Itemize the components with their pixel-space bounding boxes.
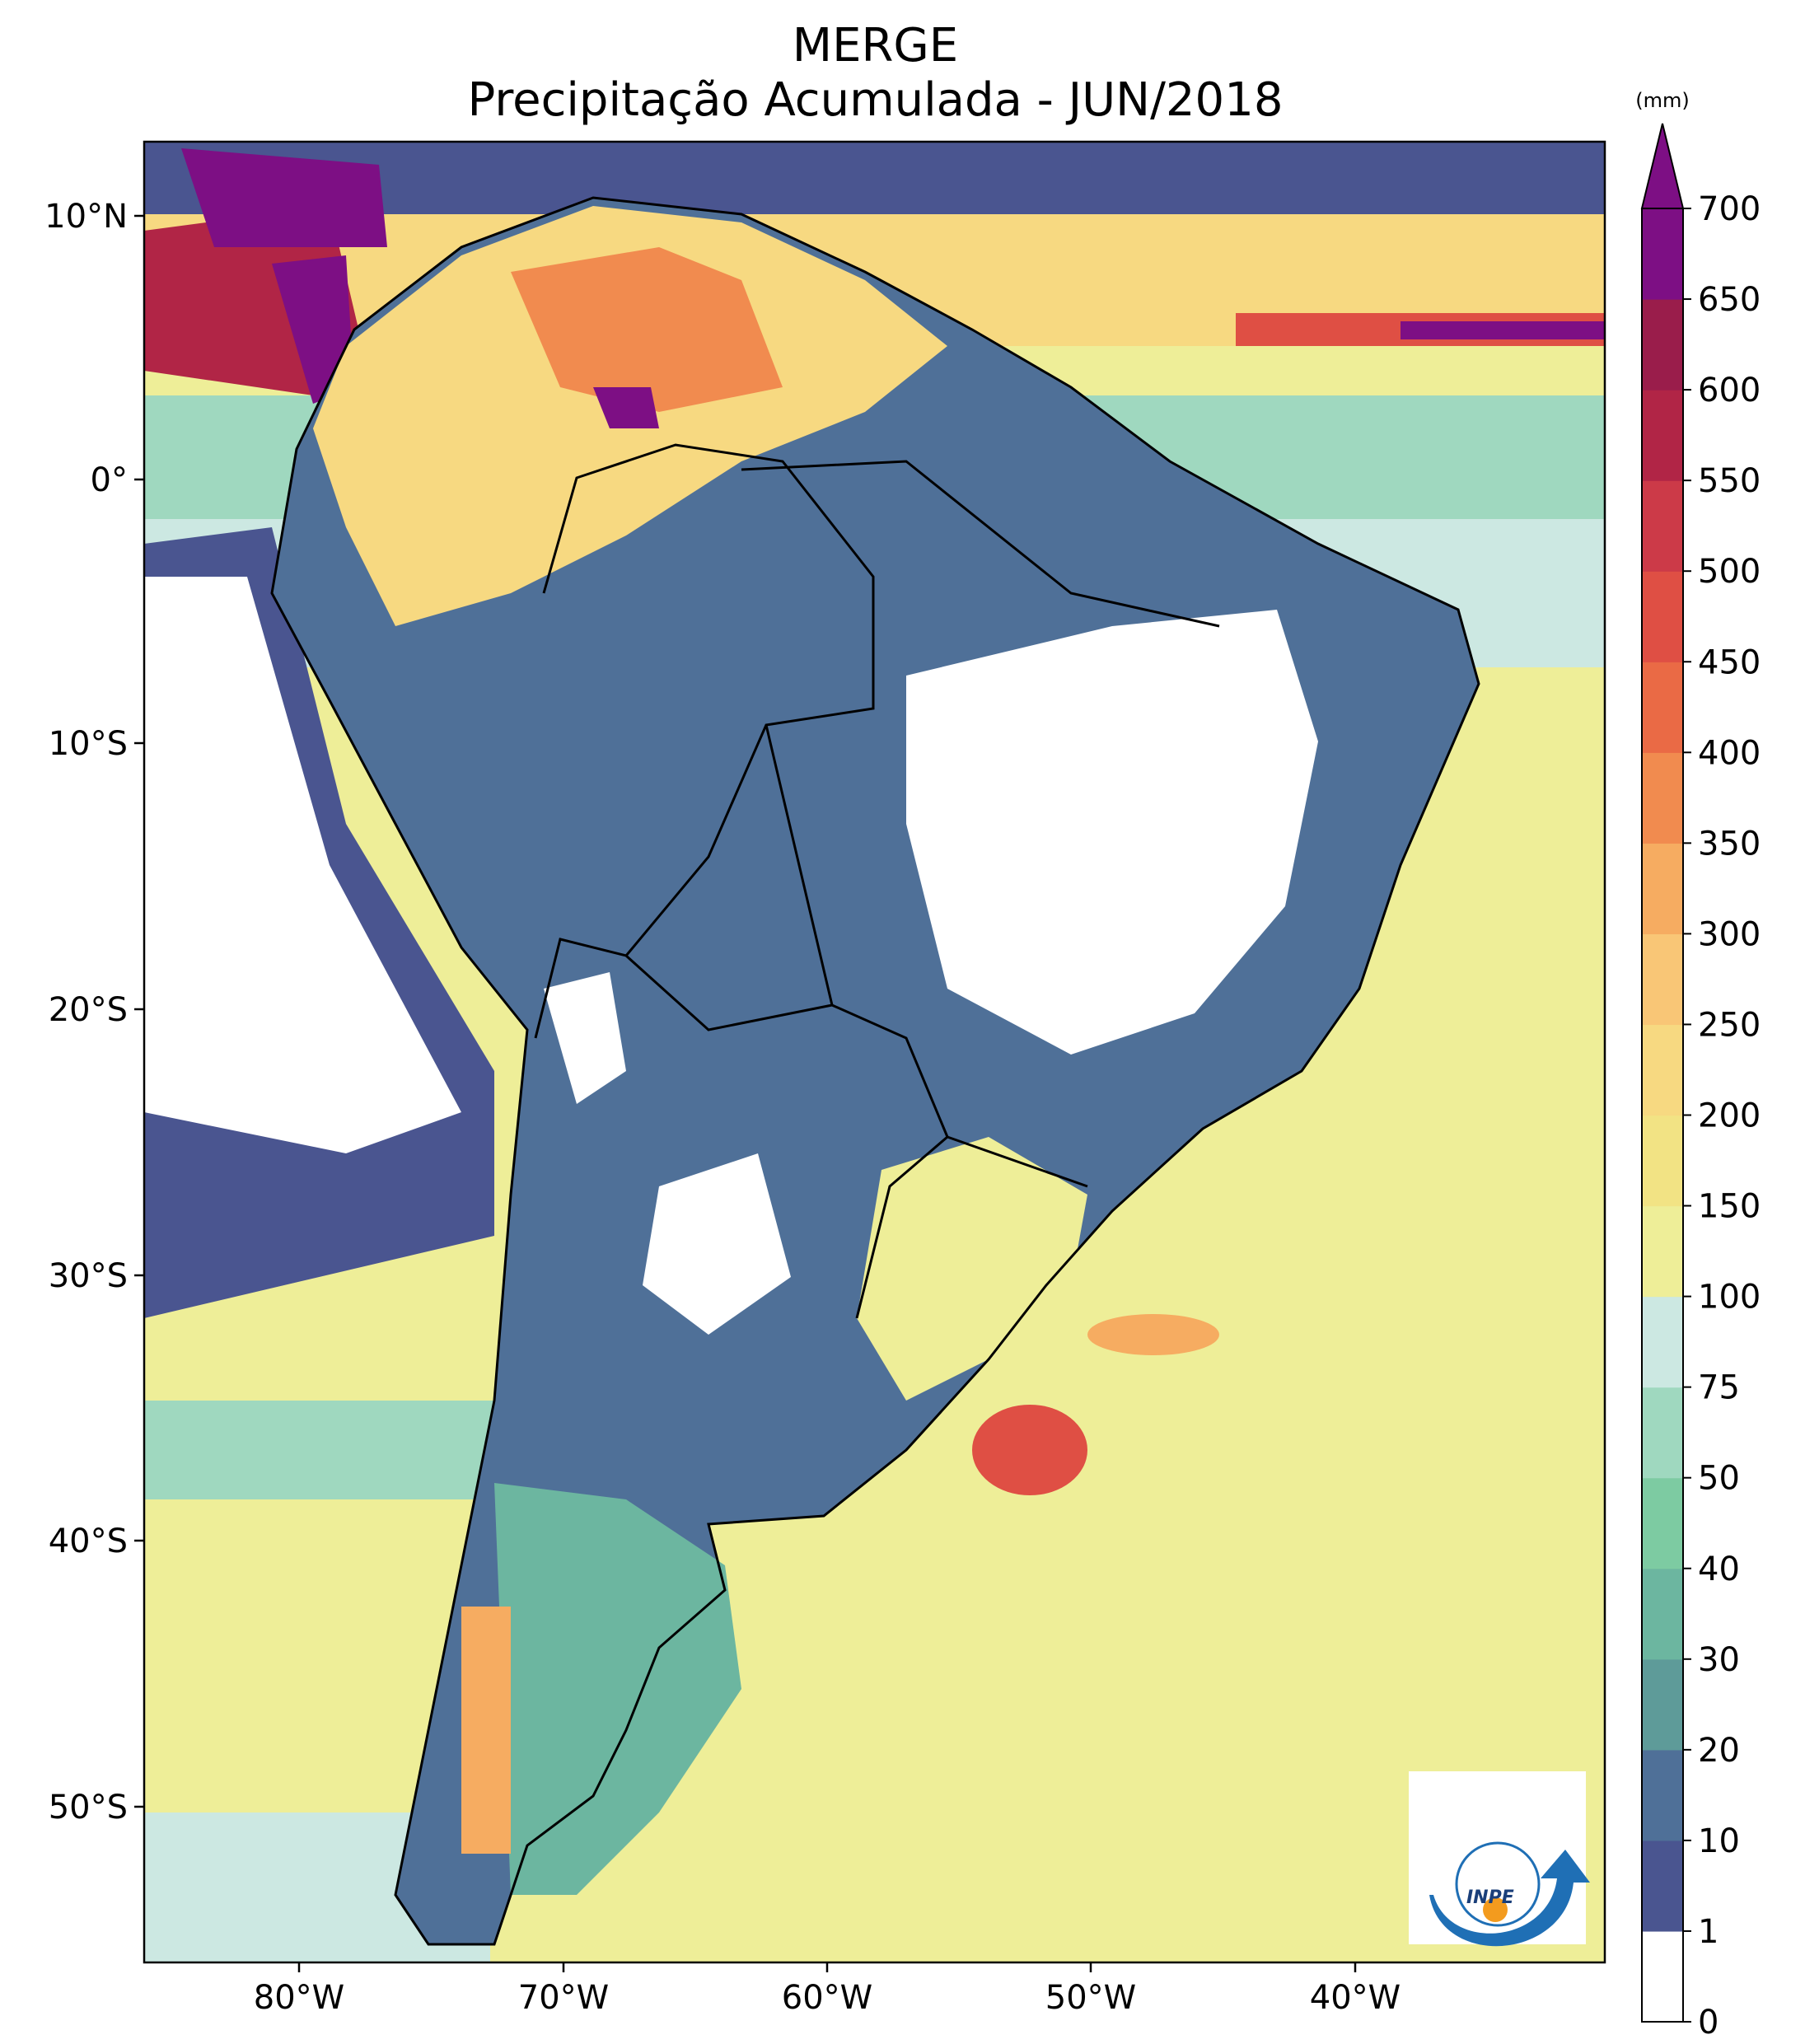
colorbar-tick-label: 40 (1698, 1551, 1740, 1588)
south-brazil-wet (857, 1137, 1087, 1401)
caribbean-peak (181, 148, 387, 247)
colorbar-tick-label: 30 (1698, 1641, 1740, 1679)
colorbar-swatch (1642, 1296, 1683, 1388)
colorbar-tick-label: 50 (1698, 1460, 1740, 1498)
logo-sun-icon (1483, 1897, 1508, 1922)
colorbar: 0 1 10 20 30 40 50 75 100 150 200 250 300 350 400 450 50… (1640, 123, 1761, 2042)
colorbar-tick-label: 10 (1698, 1822, 1740, 1860)
amazon-peak (593, 387, 659, 428)
colorbar-swatch (1642, 752, 1683, 844)
colorbar-tick-label: 450 (1698, 643, 1761, 681)
pacific-no-rain (144, 577, 461, 1153)
lat-tick-label: 10°S (49, 725, 128, 763)
colorbar-tick-label: 600 (1698, 372, 1761, 409)
lat-tick-label: 10°N (44, 198, 128, 236)
colorbar-swatch (1642, 390, 1683, 481)
guiana-max (511, 247, 783, 412)
colorbar-tick-label: 75 (1698, 1369, 1740, 1407)
colorbar-tick-label: 400 (1698, 734, 1761, 772)
inpe-logo: INPE (1429, 1841, 1590, 1947)
logo-arrow-icon (1429, 1850, 1590, 1947)
colorbar-swatch (1642, 1477, 1683, 1569)
colorbar-tick-label: 500 (1698, 553, 1761, 591)
lat-tick-label: 40°S (49, 1522, 128, 1560)
choco-peak (272, 255, 354, 404)
colorbar-swatch (1642, 843, 1683, 934)
lat-tick-label: 0° (91, 461, 128, 499)
latitude-ticks: 10°N 0° 10°S 20°S 30°S 40°S 50°S (44, 198, 144, 1827)
precipitation-map (144, 142, 1605, 1962)
colorbar-swatch (1642, 1568, 1683, 1660)
patagonia-moist (494, 1483, 741, 1895)
colorbar-swatch (1642, 1387, 1683, 1479)
chart-subtitle: Precipitação Acumulada - JUN/2018 (467, 73, 1284, 127)
colorbar-tick-label: 650 (1698, 281, 1761, 319)
lon-tick-label: 70°W (518, 1979, 609, 2017)
colorbar-swatch (1642, 1115, 1683, 1207)
logo-text: INPE (1466, 1887, 1514, 1908)
logo-orbit-icon (1455, 1841, 1541, 1927)
colorbar-swatch (1642, 1205, 1683, 1298)
continent-outline (270, 196, 1480, 1946)
atlantic-band-max (1087, 1314, 1219, 1355)
lat-tick-label: 20°S (49, 991, 128, 1029)
itcz-peak (1401, 321, 1605, 339)
lat-tick-label: 30°S (49, 1257, 128, 1295)
colorbar-tick-label: 100 (1698, 1279, 1761, 1317)
colorbar-swatch (1642, 662, 1683, 753)
lon-tick-label: 40°W (1310, 1979, 1401, 2017)
argentina-no-rain (643, 1153, 791, 1335)
chile-coast-wet (461, 1607, 511, 1854)
country-borders (534, 443, 1220, 1319)
colorbar-tick-label: 1 (1698, 1913, 1718, 1951)
colorbar-tick-label: 550 (1698, 462, 1761, 500)
colorbar-extend-arrow (1640, 123, 1685, 209)
colorbar-tick-label: 700 (1698, 190, 1761, 228)
colorbar-tick-label: 250 (1698, 1006, 1761, 1044)
colorbar-swatch (1642, 208, 1683, 300)
colorbar-tick-label: 200 (1698, 1097, 1761, 1135)
lon-tick-label: 50°W (1045, 1979, 1136, 2017)
chart-title: MERGE (792, 19, 959, 72)
colorbar-swatch (1642, 1658, 1683, 1751)
lon-tick-label: 60°W (782, 1979, 872, 2017)
lon-tick-label: 80°W (254, 1979, 344, 2017)
longitude-ticks: 80°W 70°W 60°W 50°W 40°W (254, 1962, 1401, 2017)
north-dry-band (144, 142, 1605, 224)
colorbar-swatch (1642, 1024, 1683, 1116)
atlantic-cyclone-max (972, 1405, 1087, 1495)
brazil-no-rain (906, 610, 1318, 1055)
colorbar-swatch (1642, 571, 1683, 662)
colorbar-tick-label: 350 (1698, 825, 1761, 863)
colorbar-tick-label: 20 (1698, 1732, 1740, 1770)
colorbar-swatch (1642, 1840, 1683, 1932)
chaco-no-rain (544, 972, 626, 1104)
colorbar-swatch (1642, 1930, 1683, 2023)
colorbar-swatch (1642, 933, 1683, 1026)
colorbar-tick-label: 0 (1698, 2004, 1718, 2042)
colorbar-tick-label: 150 (1698, 1188, 1761, 1226)
colorbar-unit: (mm) (1635, 89, 1689, 112)
map-frame (143, 140, 1606, 1964)
colorbar-swatch (1642, 1749, 1683, 1841)
colorbar-swatch (1642, 299, 1683, 391)
colorbar-tick-label: 300 (1698, 915, 1761, 953)
lat-tick-label: 50°S (49, 1789, 128, 1827)
colorbar-swatch (1642, 480, 1683, 572)
